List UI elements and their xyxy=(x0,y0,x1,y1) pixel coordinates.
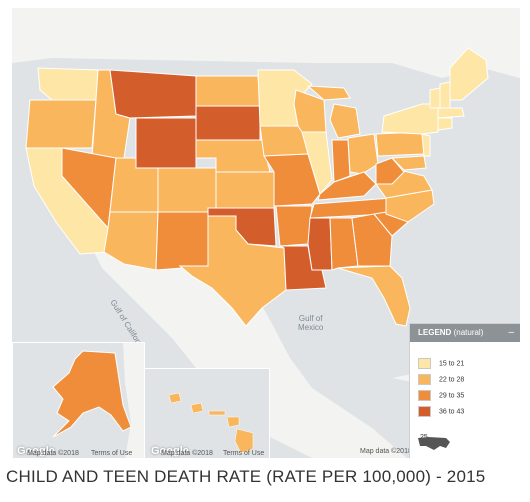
canada-land xyxy=(12,8,520,78)
gulf-mexico-line1: Gulf of xyxy=(298,314,323,323)
state-connecticut[interactable] xyxy=(437,117,453,131)
state-new-hampshire[interactable] xyxy=(439,81,451,109)
state-vermont[interactable] xyxy=(429,87,441,109)
state-arkansas[interactable] xyxy=(275,205,313,247)
alaska-neighbor-land xyxy=(123,343,144,458)
legend-swatch-4 xyxy=(418,406,431,417)
gulf-mexico-line2: Mexico xyxy=(298,323,324,332)
map-data-credit: Map data ©2018 xyxy=(27,450,79,457)
legend-swatch-1 xyxy=(418,358,431,369)
state-south-dakota[interactable] xyxy=(195,105,261,141)
legend-item-2: 22 to 28 xyxy=(418,374,464,385)
hawaii-island-maui[interactable] xyxy=(226,416,240,428)
state-florida[interactable] xyxy=(337,265,411,327)
state-pennsylvania[interactable] xyxy=(375,131,425,157)
legend-header[interactable]: LEGEND (natural) – xyxy=(410,324,520,342)
hawaii-island-kauai[interactable] xyxy=(168,392,182,404)
terms-of-use-link[interactable]: Terms of Use xyxy=(91,450,133,457)
legend-label-4: 36 to 43 xyxy=(439,408,465,416)
state-washington[interactable] xyxy=(37,67,99,101)
alaska-inset-map[interactable] xyxy=(13,343,144,458)
legend-item-1: 15 to 21 xyxy=(418,358,464,369)
legend-mode: (natural) xyxy=(453,328,484,337)
minimize-icon[interactable]: – xyxy=(508,327,514,338)
map-data-credit-main: Map data ©2018 xyxy=(360,448,412,455)
state-illinois[interactable] xyxy=(301,131,333,196)
state-michigan[interactable] xyxy=(329,103,361,139)
state-georgia[interactable] xyxy=(351,213,393,267)
legend-label-3: 29 to 35 xyxy=(439,392,465,400)
state-kansas[interactable] xyxy=(215,171,275,209)
legend-size-key: 25 xyxy=(416,434,450,450)
state-mississippi[interactable] xyxy=(307,217,333,271)
alaska-inset[interactable]: Google Map data ©2018 Terms of Use xyxy=(12,342,145,458)
us-shape-icon xyxy=(418,437,450,450)
state-new-york[interactable] xyxy=(381,103,439,135)
legend-title: LEGEND xyxy=(418,328,452,337)
state-massachusetts[interactable] xyxy=(437,107,465,119)
hawaii-inset-map[interactable] xyxy=(145,369,269,458)
hawaii-island-oahu[interactable] xyxy=(190,402,204,414)
state-new-jersey[interactable] xyxy=(421,133,431,157)
state-michigan-up[interactable] xyxy=(306,85,351,101)
state-colorado[interactable] xyxy=(157,167,217,213)
state-west-virginia[interactable] xyxy=(375,157,405,185)
state-north-dakota[interactable] xyxy=(195,75,261,107)
state-maryland[interactable] xyxy=(390,155,427,171)
state-indiana[interactable] xyxy=(331,139,351,183)
legend-item-3: 29 to 35 xyxy=(418,390,464,401)
page-title: CHILD AND TEEN DEATH RATE (RATE PER 100,… xyxy=(6,467,486,486)
gulf-of-mexico-label: Gulf of Mexico xyxy=(298,314,323,332)
state-montana[interactable] xyxy=(109,69,197,119)
state-maine[interactable] xyxy=(449,47,489,101)
hawaii-island-molokai[interactable] xyxy=(208,410,226,416)
google-logo-hawaii: Google xyxy=(151,445,189,457)
map-data-credit-hawaii: Map data ©2018 xyxy=(161,450,213,457)
state-alaska[interactable] xyxy=(52,350,132,438)
hawaii-island-big[interactable] xyxy=(234,428,254,454)
state-oregon[interactable] xyxy=(25,99,97,149)
us-map[interactable] xyxy=(12,8,520,458)
legend-label-2: 22 to 28 xyxy=(439,376,465,384)
state-wyoming[interactable] xyxy=(135,117,197,169)
google-logo: Google xyxy=(17,445,55,457)
legend-panel[interactable]: LEGEND (natural) – 15 to 21 22 to 28 29 … xyxy=(409,323,520,458)
state-nebraska[interactable] xyxy=(195,139,271,173)
state-new-mexico[interactable] xyxy=(155,211,209,271)
legend-item-4: 36 to 43 xyxy=(418,406,464,417)
legend-swatch-3 xyxy=(418,390,431,401)
terms-of-use-link-hawaii[interactable]: Terms of Use xyxy=(223,450,265,457)
state-alabama[interactable] xyxy=(329,217,359,271)
state-layer[interactable] xyxy=(25,47,489,327)
state-texas[interactable] xyxy=(178,215,287,327)
legend-label-1: 15 to 21 xyxy=(439,360,465,368)
hawaii-inset[interactable]: Google Map data ©2018 Terms of Use xyxy=(144,368,270,458)
legend-swatch-2 xyxy=(418,374,431,385)
state-ohio[interactable] xyxy=(347,133,379,175)
map-frame[interactable]: Gulf of Mexico Gulf of California Map da… xyxy=(12,8,520,458)
mexico-land xyxy=(92,248,407,458)
